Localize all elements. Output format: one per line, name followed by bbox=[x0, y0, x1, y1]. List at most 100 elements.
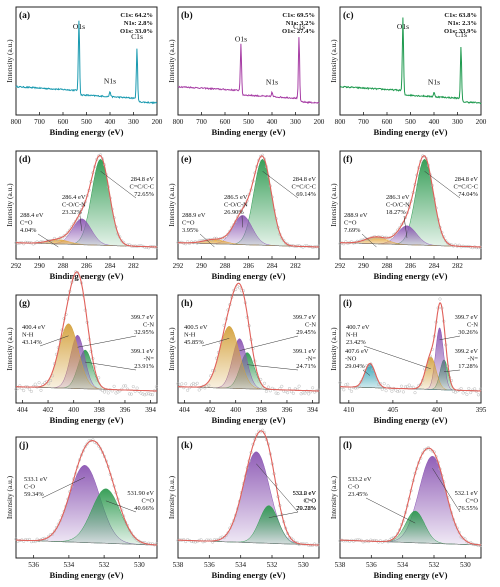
raw-data-point-i bbox=[473, 387, 477, 391]
x-tick-label-e: 282 bbox=[290, 262, 301, 270]
raw-data-point-i bbox=[382, 382, 386, 386]
panel-label-c: (c) bbox=[343, 10, 354, 21]
component-label-e-0: 69.14% bbox=[296, 191, 316, 198]
component-label-j-0: 59.34% bbox=[24, 491, 44, 498]
raw-data-point-g bbox=[14, 387, 18, 391]
raw-data-point-h bbox=[264, 389, 268, 393]
component-label-g-0: 23.91% bbox=[134, 363, 154, 370]
x-axis-label-a: Binding energy (eV) bbox=[50, 127, 124, 137]
raw-data-point-i bbox=[357, 385, 361, 389]
raw-data-point-k bbox=[307, 543, 311, 547]
raw-data-point-j bbox=[52, 529, 57, 533]
x-axis-label-f: Binding energy (eV) bbox=[374, 271, 448, 281]
component-label-i-3: -NO bbox=[345, 356, 357, 363]
leader-line-k bbox=[256, 463, 299, 513]
raw-data-point-h bbox=[187, 386, 192, 390]
x-tick-label-k: 532 bbox=[267, 561, 278, 569]
x-tick-label-c: 700 bbox=[358, 118, 369, 126]
x-tick-label-a: 300 bbox=[128, 118, 139, 126]
component-label-h-1: 399.7 eV bbox=[293, 314, 317, 321]
raw-data-point-h bbox=[311, 386, 315, 390]
raw-data-point-l bbox=[461, 536, 465, 540]
x-tick-label-e: 284 bbox=[267, 262, 278, 270]
component-label-e-2: 3.95% bbox=[182, 227, 199, 234]
x-axis-label-l: Binding energy (eV) bbox=[374, 570, 448, 580]
fitted-envelope-j bbox=[16, 440, 157, 546]
raw-data-point-g bbox=[49, 379, 53, 383]
x-tick-label-h: 394 bbox=[307, 406, 318, 414]
leader-line-e bbox=[241, 215, 243, 228]
x-tick-label-i: 410 bbox=[343, 406, 354, 414]
raw-data-point-h bbox=[280, 384, 284, 388]
raw-data-point-j bbox=[95, 441, 99, 445]
component-label-f-2: C=O bbox=[344, 220, 357, 227]
component-label-f-0: 74.04% bbox=[458, 191, 478, 198]
x-tick-label-l: 538 bbox=[335, 561, 346, 569]
x-tick-label-e: 288 bbox=[220, 262, 231, 270]
raw-data-point-g bbox=[139, 391, 143, 395]
component-label-j-1: 531.90 eV bbox=[127, 490, 154, 497]
raw-data-point-j bbox=[50, 532, 55, 536]
component-label-f-2: 288.9 eV bbox=[344, 212, 368, 219]
component-label-e-1: 286.5 eV bbox=[224, 194, 248, 201]
leader-line-i bbox=[363, 345, 431, 370]
raw-data-point-h bbox=[303, 391, 307, 395]
x-tick-label-d: 290 bbox=[34, 262, 45, 270]
raw-data-point-i bbox=[346, 382, 350, 386]
y-axis-label-c: Intensity (a.u.) bbox=[329, 39, 338, 83]
plot-frame-g bbox=[15, 294, 158, 404]
peak-label-c: C1s bbox=[455, 30, 467, 39]
survey-spectrum-b bbox=[177, 37, 320, 104]
x-tick-label-k: 530 bbox=[298, 561, 309, 569]
raw-data-point-d bbox=[68, 228, 72, 232]
component-label-e-2: 288.9 eV bbox=[182, 212, 206, 219]
y-axis-label-h: Intensity (a.u.) bbox=[167, 327, 176, 371]
fitted-envelope-e bbox=[178, 155, 319, 248]
panel-label-f: (f) bbox=[343, 154, 353, 165]
leader-line-d bbox=[79, 215, 83, 231]
raw-data-point-i bbox=[465, 392, 469, 396]
leader-line-k bbox=[268, 511, 299, 518]
component-label-j-1: C=O bbox=[142, 498, 155, 505]
component-label-h-1: 29.45% bbox=[296, 329, 316, 336]
peak-label-b: O1s bbox=[235, 35, 247, 44]
composition-a: O1s: 33.0% bbox=[120, 28, 153, 35]
raw-data-point-e bbox=[189, 240, 194, 244]
raw-data-point-h bbox=[286, 391, 290, 395]
leader-line-h bbox=[247, 364, 299, 371]
raw-data-point-i bbox=[413, 391, 417, 395]
raw-data-point-k bbox=[305, 542, 309, 546]
leader-line-d bbox=[37, 233, 59, 248]
raw-data-point-i bbox=[338, 381, 342, 385]
raw-data-point-g bbox=[131, 385, 135, 389]
composition-b: C1s: 69.5% bbox=[282, 12, 315, 19]
x-tick-label-h: 404 bbox=[179, 406, 190, 414]
x-axis-label-e: Binding energy (eV) bbox=[212, 271, 286, 281]
raw-data-point-d bbox=[24, 240, 28, 244]
raw-data-point-k bbox=[182, 538, 186, 542]
raw-data-point-h bbox=[180, 382, 184, 386]
panel-label-g: (g) bbox=[19, 298, 30, 309]
component-label-l-0: 532.1 eV bbox=[455, 490, 479, 497]
x-tick-label-g: 402 bbox=[43, 406, 54, 414]
component-label-f-0: C=C/C-C bbox=[453, 184, 478, 191]
y-axis-label-j: Intensity (a.u.) bbox=[5, 475, 14, 519]
raw-data-point-i bbox=[390, 389, 394, 393]
raw-data-point-g bbox=[124, 384, 128, 388]
leader-line-g bbox=[85, 361, 137, 371]
raw-data-point-j bbox=[85, 442, 89, 446]
x-tick-label-b: 300 bbox=[290, 118, 301, 126]
component-label-j-1: 40.66% bbox=[134, 505, 154, 512]
component-label-h-2: N-H bbox=[184, 332, 196, 339]
raw-data-point-i bbox=[342, 388, 346, 392]
x-tick-label-h: 396 bbox=[282, 406, 293, 414]
component-label-k-0: 70.22% bbox=[296, 505, 316, 512]
component-label-k-1: 29.78% bbox=[296, 505, 316, 512]
component-label-d-0: C=C/C-C bbox=[129, 184, 154, 191]
x-axis-label-c: Binding energy (eV) bbox=[374, 127, 448, 137]
component-label-i-1: 30.26% bbox=[458, 329, 478, 336]
raw-data-point-l bbox=[380, 540, 384, 544]
fitted-envelope-k bbox=[178, 430, 320, 546]
raw-data-point-d bbox=[66, 230, 70, 234]
